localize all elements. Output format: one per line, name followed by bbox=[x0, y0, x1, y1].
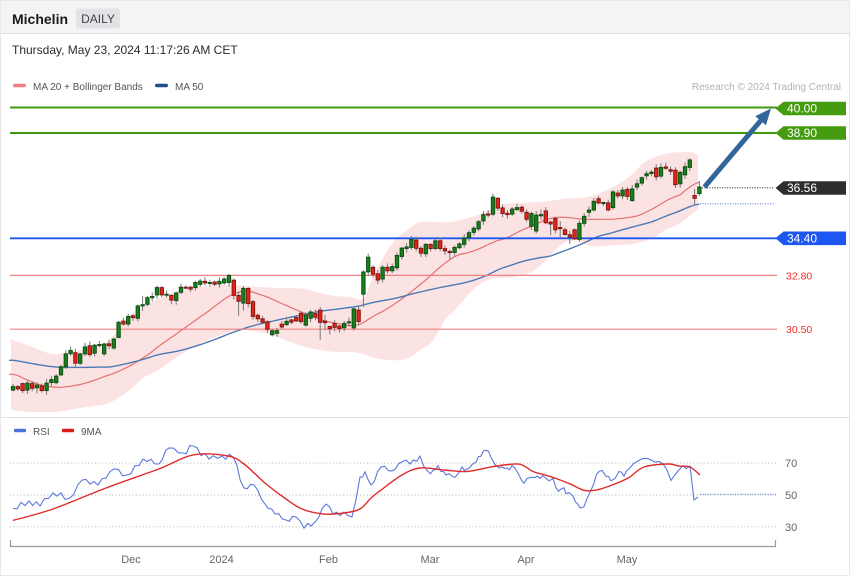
svg-text:34.40: 34.40 bbox=[787, 231, 817, 245]
svg-text:Michelin: Michelin bbox=[12, 11, 68, 27]
svg-text:40.00: 40.00 bbox=[787, 102, 817, 116]
svg-text:Thursday, May 23, 2024 11:17:2: Thursday, May 23, 2024 11:17:26 AM CET bbox=[12, 43, 238, 57]
svg-text:RSI: RSI bbox=[33, 427, 50, 438]
svg-text:30: 30 bbox=[785, 522, 797, 534]
svg-text:MA 20 + Bollinger Bands: MA 20 + Bollinger Bands bbox=[33, 82, 143, 93]
svg-text:30.50: 30.50 bbox=[786, 324, 812, 336]
svg-text:May: May bbox=[617, 554, 638, 566]
svg-text:2024: 2024 bbox=[209, 554, 233, 566]
svg-text:36.56: 36.56 bbox=[787, 181, 817, 195]
svg-text:Apr: Apr bbox=[517, 554, 534, 566]
svg-text:MA 50: MA 50 bbox=[175, 82, 204, 93]
svg-text:Research © 2024 Trading Centra: Research © 2024 Trading Central bbox=[692, 82, 841, 93]
svg-text:Feb: Feb bbox=[319, 554, 338, 566]
svg-text:9MA: 9MA bbox=[81, 427, 102, 438]
svg-text:32.80: 32.80 bbox=[786, 270, 812, 282]
svg-text:DAILY: DAILY bbox=[81, 12, 115, 26]
svg-text:Dec: Dec bbox=[121, 554, 141, 566]
svg-text:70: 70 bbox=[785, 458, 797, 470]
svg-text:Mar: Mar bbox=[421, 554, 440, 566]
svg-text:50: 50 bbox=[785, 490, 797, 502]
svg-text:38.90: 38.90 bbox=[787, 126, 817, 140]
